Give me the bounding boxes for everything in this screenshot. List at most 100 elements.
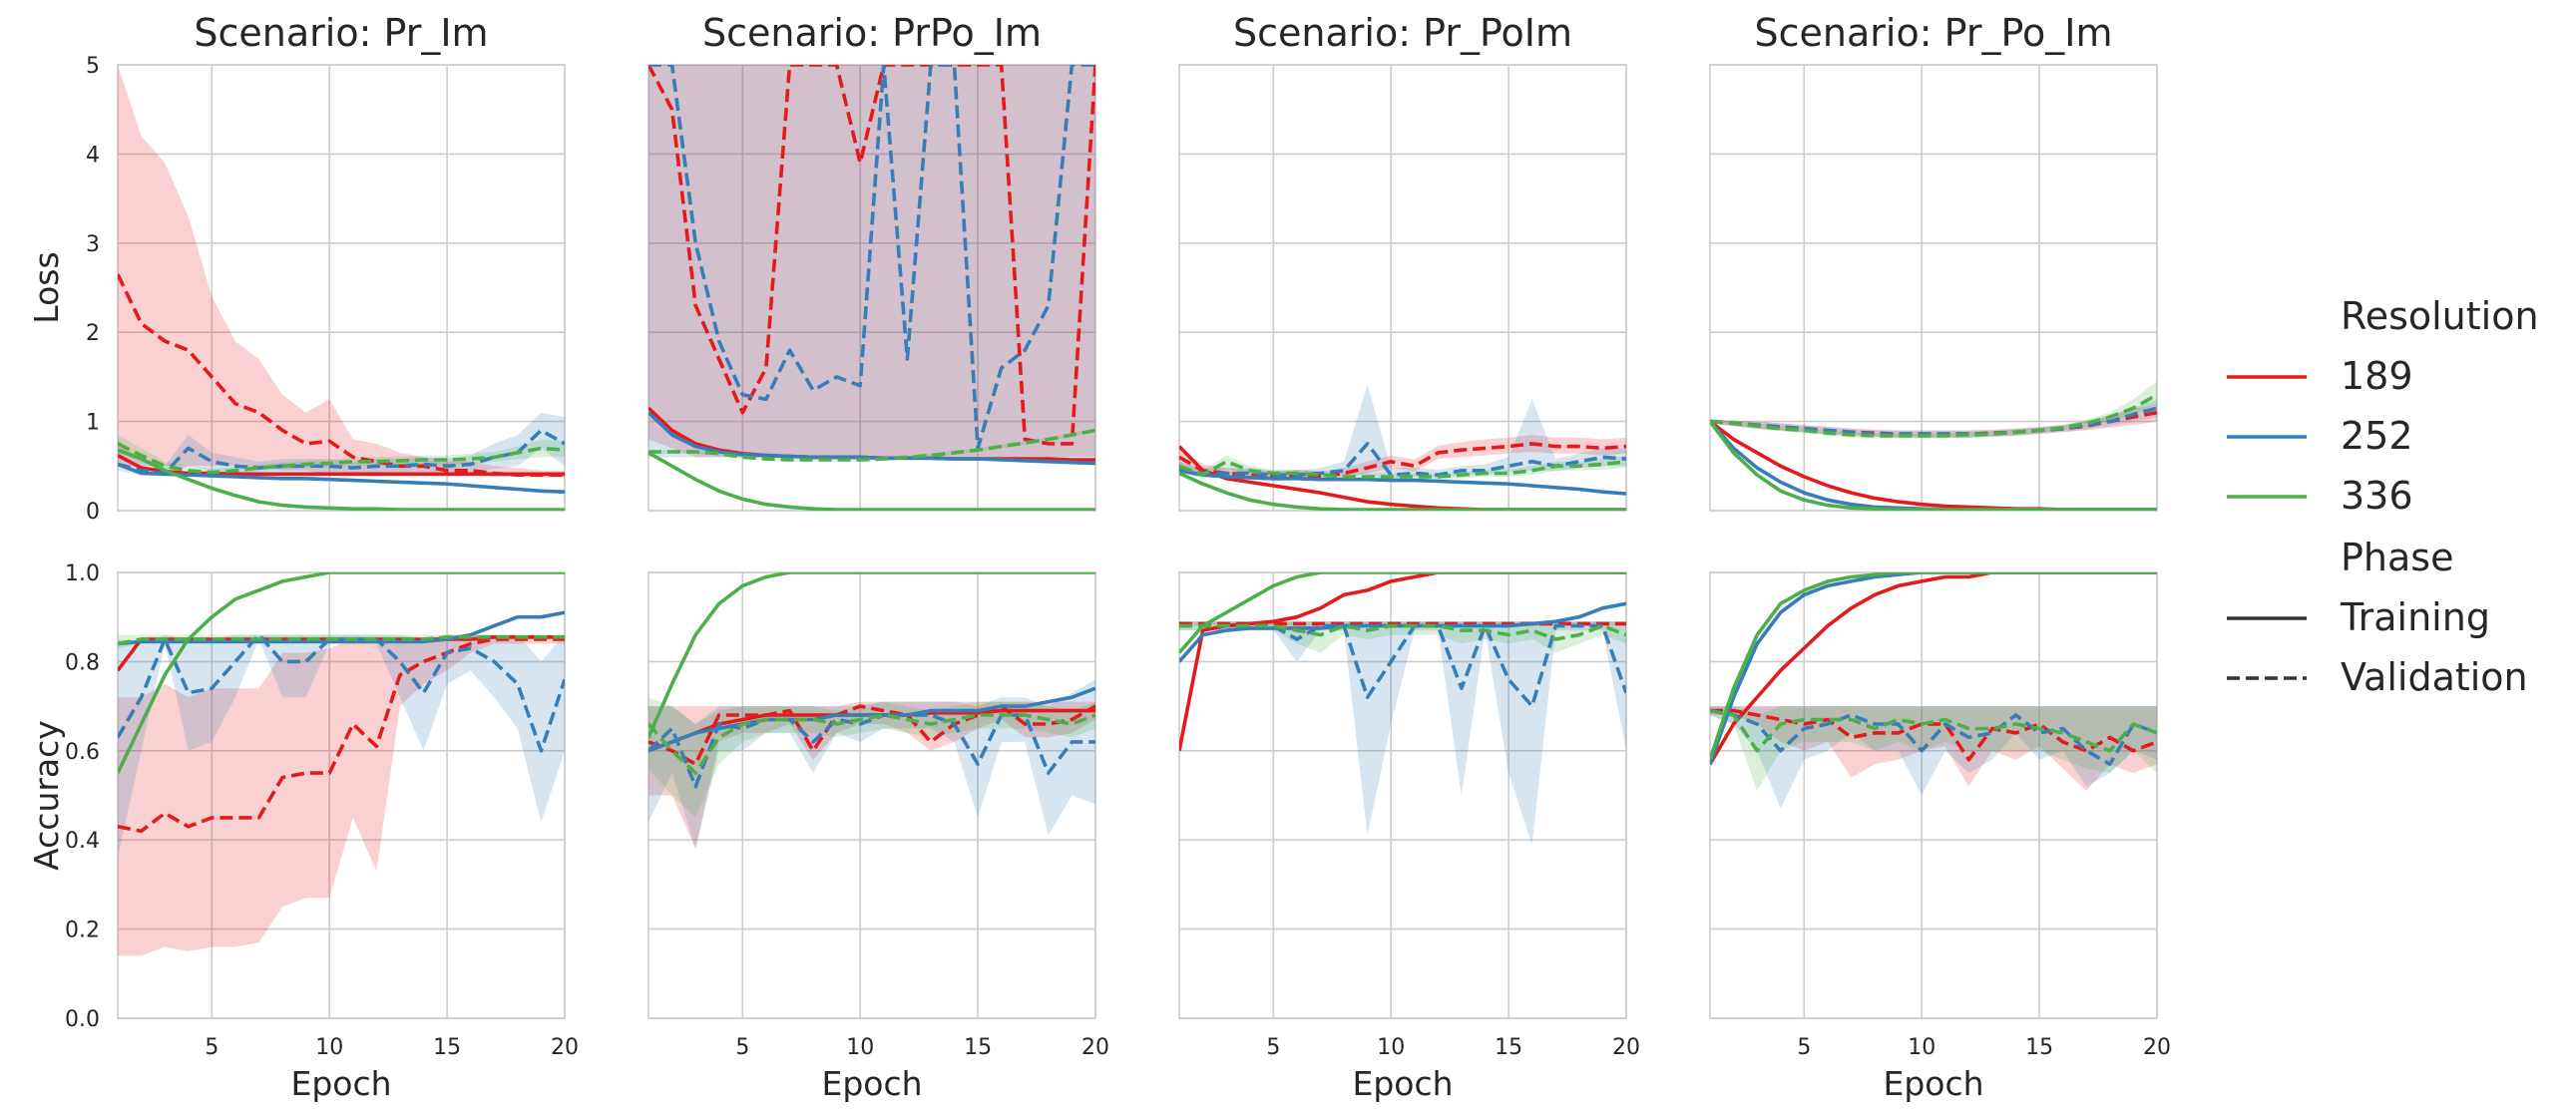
loss-panel: Scenario: Pr_PoIm <box>1178 11 1627 512</box>
legend-item: 189 <box>2227 354 2413 398</box>
legend-title-resolution: Resolution <box>2341 294 2539 338</box>
series-line-252-validation <box>118 428 565 476</box>
confidence-band-189-validation <box>118 634 565 956</box>
y-tick-label: 0.6 <box>65 740 100 765</box>
series-line-252-training <box>1179 601 1626 663</box>
y-tick-label: 3 <box>86 232 100 257</box>
x-tick-label: 20 <box>551 1035 579 1060</box>
series-line-189-training <box>1179 572 1626 752</box>
loss-panel: 0 1 2 3 4 5 Loss Scenario: Pr_Im <box>27 11 566 525</box>
series-group <box>1179 384 1626 511</box>
series-line-252-validation <box>1179 623 1626 708</box>
x-tick-label: 10 <box>1377 1035 1405 1060</box>
plot-frame <box>117 64 566 512</box>
x-tick-label: 15 <box>433 1035 461 1060</box>
legend-label: 189 <box>2341 354 2413 398</box>
series-line-336-training <box>1179 471 1626 511</box>
confidence-band-252-validation <box>1179 384 1626 480</box>
series-group <box>648 572 1095 850</box>
series-group <box>118 65 565 511</box>
x-tick-label: 5 <box>205 1035 218 1060</box>
confidence-band-336-validation <box>118 435 565 476</box>
accuracy-panel: 5 10 15 20 Epoch <box>1709 571 2171 1103</box>
series-line-252-training <box>1179 469 1626 496</box>
confidence-band-189-validation <box>1710 403 2157 438</box>
legend-label: Training <box>2340 595 2490 639</box>
series-line-252-training <box>118 610 565 646</box>
loss-panel: Scenario: PrPo_Im <box>647 11 1096 512</box>
x-axis-label: Epoch <box>821 1064 922 1103</box>
series-line-336-validation <box>118 635 565 646</box>
legend-label: Validation <box>2341 655 2528 699</box>
confidence-band-252-validation <box>648 65 1095 458</box>
facet-grid: 0 1 2 3 4 5 Loss Scenario: Pr_Im 0.0 0.2 0.4 0.6 0.8… <box>27 11 2171 1103</box>
confidence-band-252-validation <box>118 634 565 859</box>
confidence-band-336-validation <box>648 697 1095 818</box>
y-tick-label: 0.0 <box>65 1007 100 1032</box>
series-line-252-validation <box>118 632 565 753</box>
accuracy-panel: 0.0 0.2 0.4 0.6 0.8 1.0 Accuracy 5 10 15 20 Epoch <box>27 561 579 1103</box>
x-tick-label: 20 <box>2143 1035 2171 1060</box>
series-line-336-validation <box>1710 708 2157 753</box>
x-tick-label: 15 <box>2025 1035 2053 1060</box>
x-tick-label: 5 <box>1266 1035 1280 1060</box>
x-tick-label: 10 <box>1908 1035 1935 1060</box>
y-tick-label: 0.8 <box>65 650 100 675</box>
y-tick-label: 1.0 <box>65 561 100 586</box>
facet-column: 0 1 2 3 4 5 Loss Scenario: Pr_Im 0.0 0.2 0.4 0.6 0.8… <box>27 11 579 1103</box>
series-line-336-validation <box>118 442 565 475</box>
panel-title: Scenario: Pr_PoIm <box>1233 11 1572 55</box>
y-tick-label: 1 <box>86 411 100 436</box>
panel-title: Scenario: Pr_Im <box>194 11 488 55</box>
series-line-189-validation <box>118 637 565 834</box>
facet-column: Scenario: PrPo_Im 5 10 15 20 Epoch <box>647 11 1109 1103</box>
x-tick-label: 15 <box>964 1035 992 1060</box>
series-line-336-training <box>1179 572 1626 654</box>
loss-panel: Scenario: Pr_Po_Im <box>1709 11 2158 512</box>
y-tick-label: 0.2 <box>65 919 100 943</box>
series-group <box>118 572 565 956</box>
legend-label: 252 <box>2341 414 2413 458</box>
y-tick-label: 0 <box>86 500 100 525</box>
series-line-336-validation <box>1179 460 1626 479</box>
series-line-189-training <box>118 454 565 477</box>
series-line-189-validation <box>648 704 1095 766</box>
confidence-band-252-validation <box>1179 621 1626 845</box>
series-line-336-training <box>1710 572 2157 761</box>
series-group <box>1710 572 2157 809</box>
facet-column: Scenario: Pr_PoIm 5 10 15 20 Epoch <box>1178 11 1640 1103</box>
series-line-252-training <box>118 462 565 494</box>
panel-title: Scenario: PrPo_Im <box>702 11 1042 55</box>
confidence-band-336-validation <box>648 428 1095 462</box>
accuracy-panel: 5 10 15 20 Epoch <box>1178 571 1640 1103</box>
legend: Resolution 189 252 336 Phase Training Validati… <box>2227 294 2539 699</box>
series-line-336-training <box>118 448 565 511</box>
legend-label: 336 <box>2341 474 2413 518</box>
series-line-336-training <box>118 572 565 774</box>
x-axis-label: Epoch <box>290 1064 391 1103</box>
series-group <box>1710 381 2157 511</box>
confidence-band-252-validation <box>1710 399 2157 438</box>
series-group <box>1179 572 1626 845</box>
series-line-336-training <box>648 451 1095 511</box>
legend-title-phase: Phase <box>2341 536 2453 579</box>
series-line-336-training <box>1710 420 2157 511</box>
x-tick-label: 10 <box>846 1035 874 1060</box>
facet-column: Scenario: Pr_Po_Im 5 10 15 20 Epoch <box>1709 11 2171 1103</box>
series-line-252-validation <box>1710 708 2157 766</box>
x-tick-label: 5 <box>1797 1035 1811 1060</box>
legend-item: Training <box>2227 595 2490 639</box>
series-line-189-validation <box>648 65 1095 446</box>
confidence-band-189-validation <box>648 65 1095 458</box>
series-line-189-validation <box>118 273 565 477</box>
x-axis-label: Epoch <box>1352 1064 1453 1103</box>
confidence-band-252-validation <box>118 412 565 477</box>
series-line-252-validation <box>648 65 1095 451</box>
series-line-252-training <box>1710 572 2157 765</box>
y-tick-label: 0.4 <box>65 829 100 854</box>
series-group <box>648 65 1095 511</box>
x-tick-label: 20 <box>1612 1035 1640 1060</box>
y-axis-label: Accuracy <box>27 720 66 871</box>
confidence-band-189-validation <box>118 65 565 478</box>
